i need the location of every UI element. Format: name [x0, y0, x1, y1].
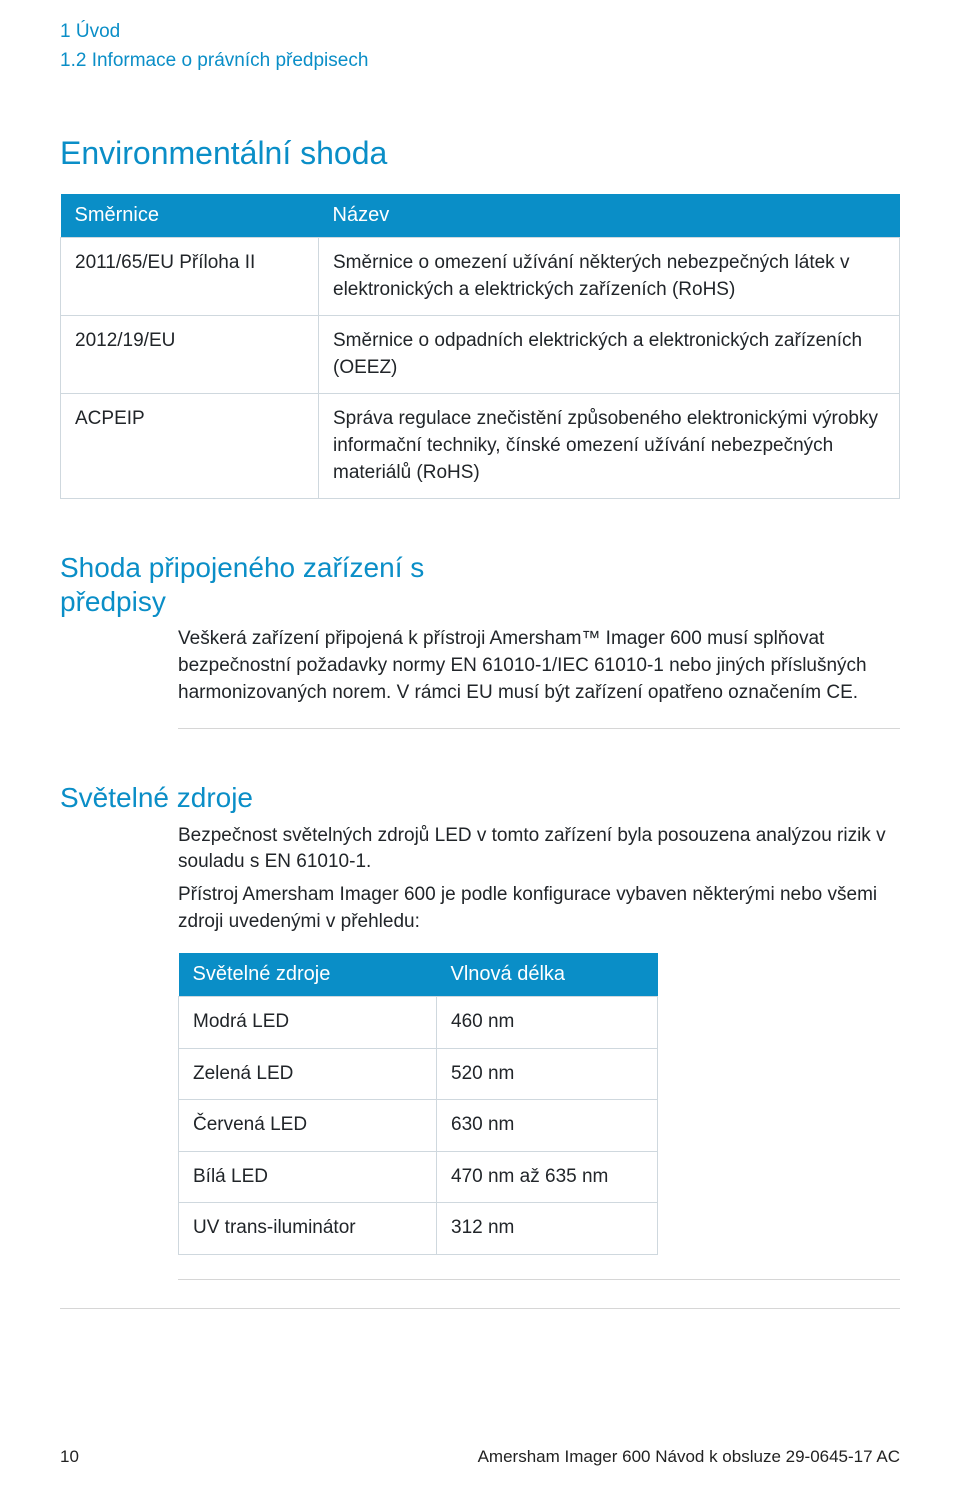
footer-page-number: 10	[60, 1447, 79, 1467]
table-cell: Směrnice o odpadních elektrických a elek…	[319, 316, 900, 394]
table-cell: Červená LED	[179, 1100, 437, 1152]
heading-light-sources: Světelné zdroje	[60, 781, 900, 815]
divider	[178, 728, 900, 729]
table-row: 2011/65/EU Příloha II Směrnice o omezení…	[61, 238, 900, 316]
light-paragraph-2: Přístroj Amersham Imager 600 je podle ko…	[178, 882, 900, 935]
table-header-row: Směrnice Název	[61, 194, 900, 238]
table-cell: Zelená LED	[179, 1048, 437, 1100]
table-cell: Směrnice o omezení užívání některých neb…	[319, 238, 900, 316]
heading-environmental: Environmentální shoda	[60, 135, 900, 172]
table-header-cell: Název	[319, 194, 900, 238]
footer-divider	[60, 1308, 900, 1309]
light-body: Bezpečnost světelných zdrojů LED v tomto…	[178, 823, 900, 935]
table-cell: Modrá LED	[179, 997, 437, 1049]
compliance-body: Veškerá zařízení připojená k přístroji A…	[178, 626, 900, 706]
breadcrumb-line-2: 1.2 Informace o právních předpisech	[60, 47, 900, 76]
heading-compliance-line2: předpisy	[60, 586, 166, 617]
table-cell: 630 nm	[437, 1100, 658, 1152]
section-light-sources: Světelné zdroje Bezpečnost světelných zd…	[60, 781, 900, 1280]
table-light-sources: Světelné zdroje Vlnová délka Modrá LED 4…	[178, 953, 658, 1255]
table-cell: ACPEIP	[61, 394, 319, 499]
breadcrumb: 1 Úvod 1.2 Informace o právních předpise…	[60, 18, 900, 75]
table-row: UV trans-iluminátor 312 nm	[179, 1203, 658, 1255]
table-cell: 520 nm	[437, 1048, 658, 1100]
table-row: Bílá LED 470 nm až 635 nm	[179, 1151, 658, 1203]
table-header-cell: Světelné zdroje	[179, 953, 437, 997]
compliance-paragraph: Veškerá zařízení připojená k přístroji A…	[178, 626, 900, 706]
table-row: 2012/19/EU Směrnice o odpadních elektric…	[61, 316, 900, 394]
table-cell: Správa regulace znečistění způsobeného e…	[319, 394, 900, 499]
table-light-wrap: Světelné zdroje Vlnová délka Modrá LED 4…	[178, 953, 900, 1255]
table-row: ACPEIP Správa regulace znečistění způsob…	[61, 394, 900, 499]
page-container: 1 Úvod 1.2 Informace o právních předpise…	[0, 0, 960, 1499]
table-cell: 2011/65/EU Příloha II	[61, 238, 319, 316]
table-row: Červená LED 630 nm	[179, 1100, 658, 1152]
section-environmental: Environmentální shoda Směrnice Název 201…	[60, 135, 900, 499]
table-cell: UV trans-iluminátor	[179, 1203, 437, 1255]
table-row: Modrá LED 460 nm	[179, 997, 658, 1049]
section-compliance: Shoda připojeného zařízení s předpisy Ve…	[60, 551, 900, 729]
table-environmental: Směrnice Název 2011/65/EU Příloha II Smě…	[60, 194, 900, 499]
page-footer: 10 Amersham Imager 600 Návod k obsluze 2…	[60, 1447, 900, 1467]
table-header-row: Světelné zdroje Vlnová délka	[179, 953, 658, 997]
heading-compliance-line1: Shoda připojeného zařízení s	[60, 552, 424, 583]
table-header-cell: Vlnová délka	[437, 953, 658, 997]
divider	[178, 1279, 900, 1280]
table-cell: 460 nm	[437, 997, 658, 1049]
heading-compliance: Shoda připojeného zařízení s předpisy	[60, 551, 900, 618]
table-cell: 470 nm až 635 nm	[437, 1151, 658, 1203]
footer-doc-title: Amersham Imager 600 Návod k obsluze 29-0…	[478, 1447, 900, 1467]
table-cell: 312 nm	[437, 1203, 658, 1255]
breadcrumb-line-1: 1 Úvod	[60, 18, 900, 47]
table-header-cell: Směrnice	[61, 194, 319, 238]
table-cell: 2012/19/EU	[61, 316, 319, 394]
table-row: Zelená LED 520 nm	[179, 1048, 658, 1100]
table-cell: Bílá LED	[179, 1151, 437, 1203]
light-paragraph-1: Bezpečnost světelných zdrojů LED v tomto…	[178, 823, 900, 876]
